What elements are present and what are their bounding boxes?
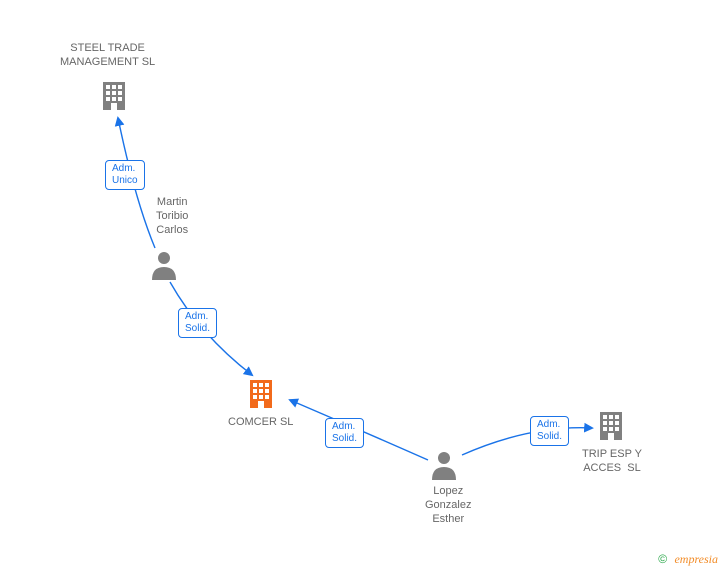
nodes-layer: Adm. Unico Adm. Solid. Adm. Solid. Adm. Sol… [0, 0, 728, 575]
credit: © empresia [658, 552, 718, 567]
edge-badge: Adm. Unico [105, 160, 145, 190]
node-label: Martin Toribio Carlos [156, 196, 188, 237]
brand-name: empresia [674, 552, 718, 566]
node-label: TRIP ESP Y ACCES SL [582, 448, 642, 476]
person-icon[interactable] [150, 250, 178, 285]
edge-badge: Adm. Solid. [325, 418, 364, 448]
diagram-canvas: Adm. Unico Adm. Solid. Adm. Solid. Adm. Sol… [0, 0, 728, 575]
person-icon[interactable] [430, 450, 458, 485]
node-label: COMCER SL [228, 416, 293, 430]
edge-badge: Adm. Solid. [530, 416, 569, 446]
building-icon[interactable] [98, 80, 130, 117]
edge-badge: Adm. Solid. [178, 308, 217, 338]
building-icon[interactable] [595, 410, 627, 447]
building-icon[interactable] [245, 378, 277, 415]
copyright-symbol: © [658, 552, 667, 566]
node-label: Lopez Gonzalez Esther [425, 485, 471, 526]
node-label: STEEL TRADE MANAGEMENT SL [60, 42, 155, 70]
